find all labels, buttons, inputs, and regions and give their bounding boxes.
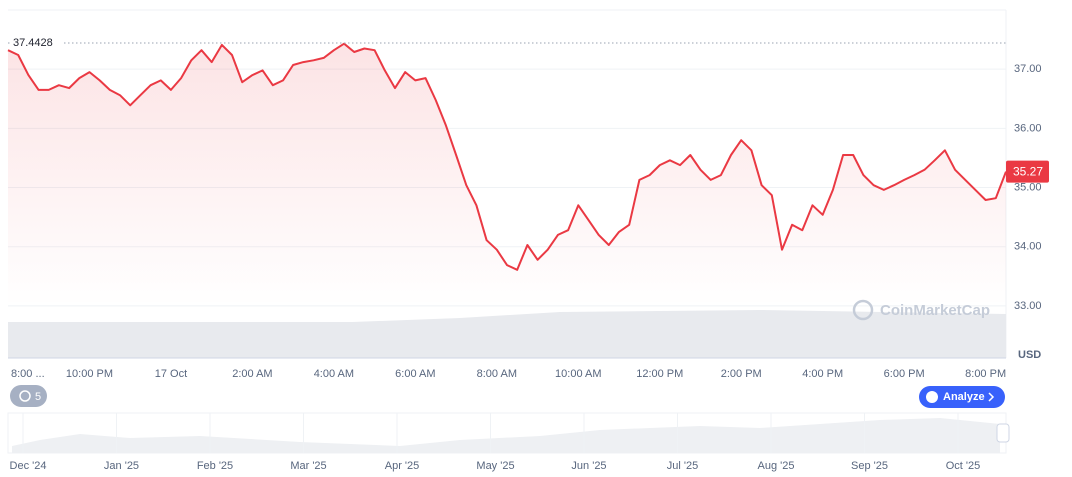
x-tick-label: 17 Oct	[155, 368, 187, 380]
navigator-label: Apr '25	[385, 460, 420, 472]
y-tick-label: 35.00	[1014, 181, 1042, 193]
navigator-label: Dec '24	[10, 460, 47, 472]
price-line	[7, 42, 1007, 271]
watermark: CoinMarketCap	[852, 299, 990, 321]
volume-top	[8, 310, 1006, 326]
x-tick-label: 6:00 PM	[884, 368, 925, 380]
navigator-label: May '25	[476, 460, 514, 472]
watermark-logo	[852, 299, 874, 321]
badge-icon	[19, 390, 31, 402]
x-tick-label: 4:00 PM	[802, 368, 843, 380]
volume-band	[8, 322, 1006, 358]
y-tick-label: 34.00	[1014, 241, 1042, 253]
watermark-text: CoinMarketCap	[880, 302, 990, 319]
badge-count[interactable]: 5	[35, 391, 41, 403]
reference-label-bg	[10, 34, 62, 50]
navigator-area	[12, 418, 1000, 453]
analyze-label[interactable]: Analyze	[943, 391, 985, 403]
y-tick-label: 33.00	[1014, 300, 1042, 312]
history-badge[interactable]: 5	[10, 385, 47, 407]
x-tick-label: 4:00 AM	[314, 368, 354, 380]
y-tick-label: 37.00	[1014, 63, 1042, 75]
x-tick-label: 10:00 AM	[555, 368, 601, 380]
reference-label: 37.4428	[13, 37, 53, 49]
price-tag-label: 35.27	[1013, 165, 1043, 179]
y-unit: USD	[1018, 349, 1041, 361]
analyze-icon	[926, 391, 938, 403]
x-tick-label: 8:00 ...	[11, 368, 45, 380]
analyze-bg[interactable]	[919, 386, 1005, 408]
analyze-arrow	[988, 392, 995, 402]
navigator-label: Jul '25	[667, 460, 698, 472]
x-tick-label: 6:00 AM	[395, 368, 435, 380]
navigator-label: Feb '25	[197, 460, 233, 472]
navigator-label: Aug '25	[758, 460, 795, 472]
navigator-label: Oct '25	[946, 460, 981, 472]
x-tick-label: 10:00 PM	[66, 368, 113, 380]
area	[8, 43, 1006, 306]
navigator-label: Mar '25	[290, 460, 326, 472]
x-tick-label: 2:00 PM	[721, 368, 762, 380]
y-tick-label: 36.00	[1014, 122, 1042, 134]
analyze-button[interactable]: Analyze	[919, 386, 1005, 408]
x-tick-label: 8:00 PM	[965, 368, 1006, 380]
navigator-handle[interactable]	[996, 423, 1010, 443]
x-tick-label: 8:00 AM	[477, 368, 517, 380]
navigator-label: Sep '25	[851, 460, 888, 472]
x-tick-label: 2:00 AM	[232, 368, 272, 380]
navigator[interactable]: Dec '24 Jan '25 Feb '25 Mar '25 Apr '25 May '…	[7, 412, 1010, 472]
badge-bg[interactable]	[10, 385, 47, 407]
navigator-label: Jan '25	[104, 460, 139, 472]
navigator-label: Jun '25	[571, 460, 606, 472]
x-tick-label: 12:00 PM	[636, 368, 683, 380]
price-tag	[1006, 160, 1049, 183]
